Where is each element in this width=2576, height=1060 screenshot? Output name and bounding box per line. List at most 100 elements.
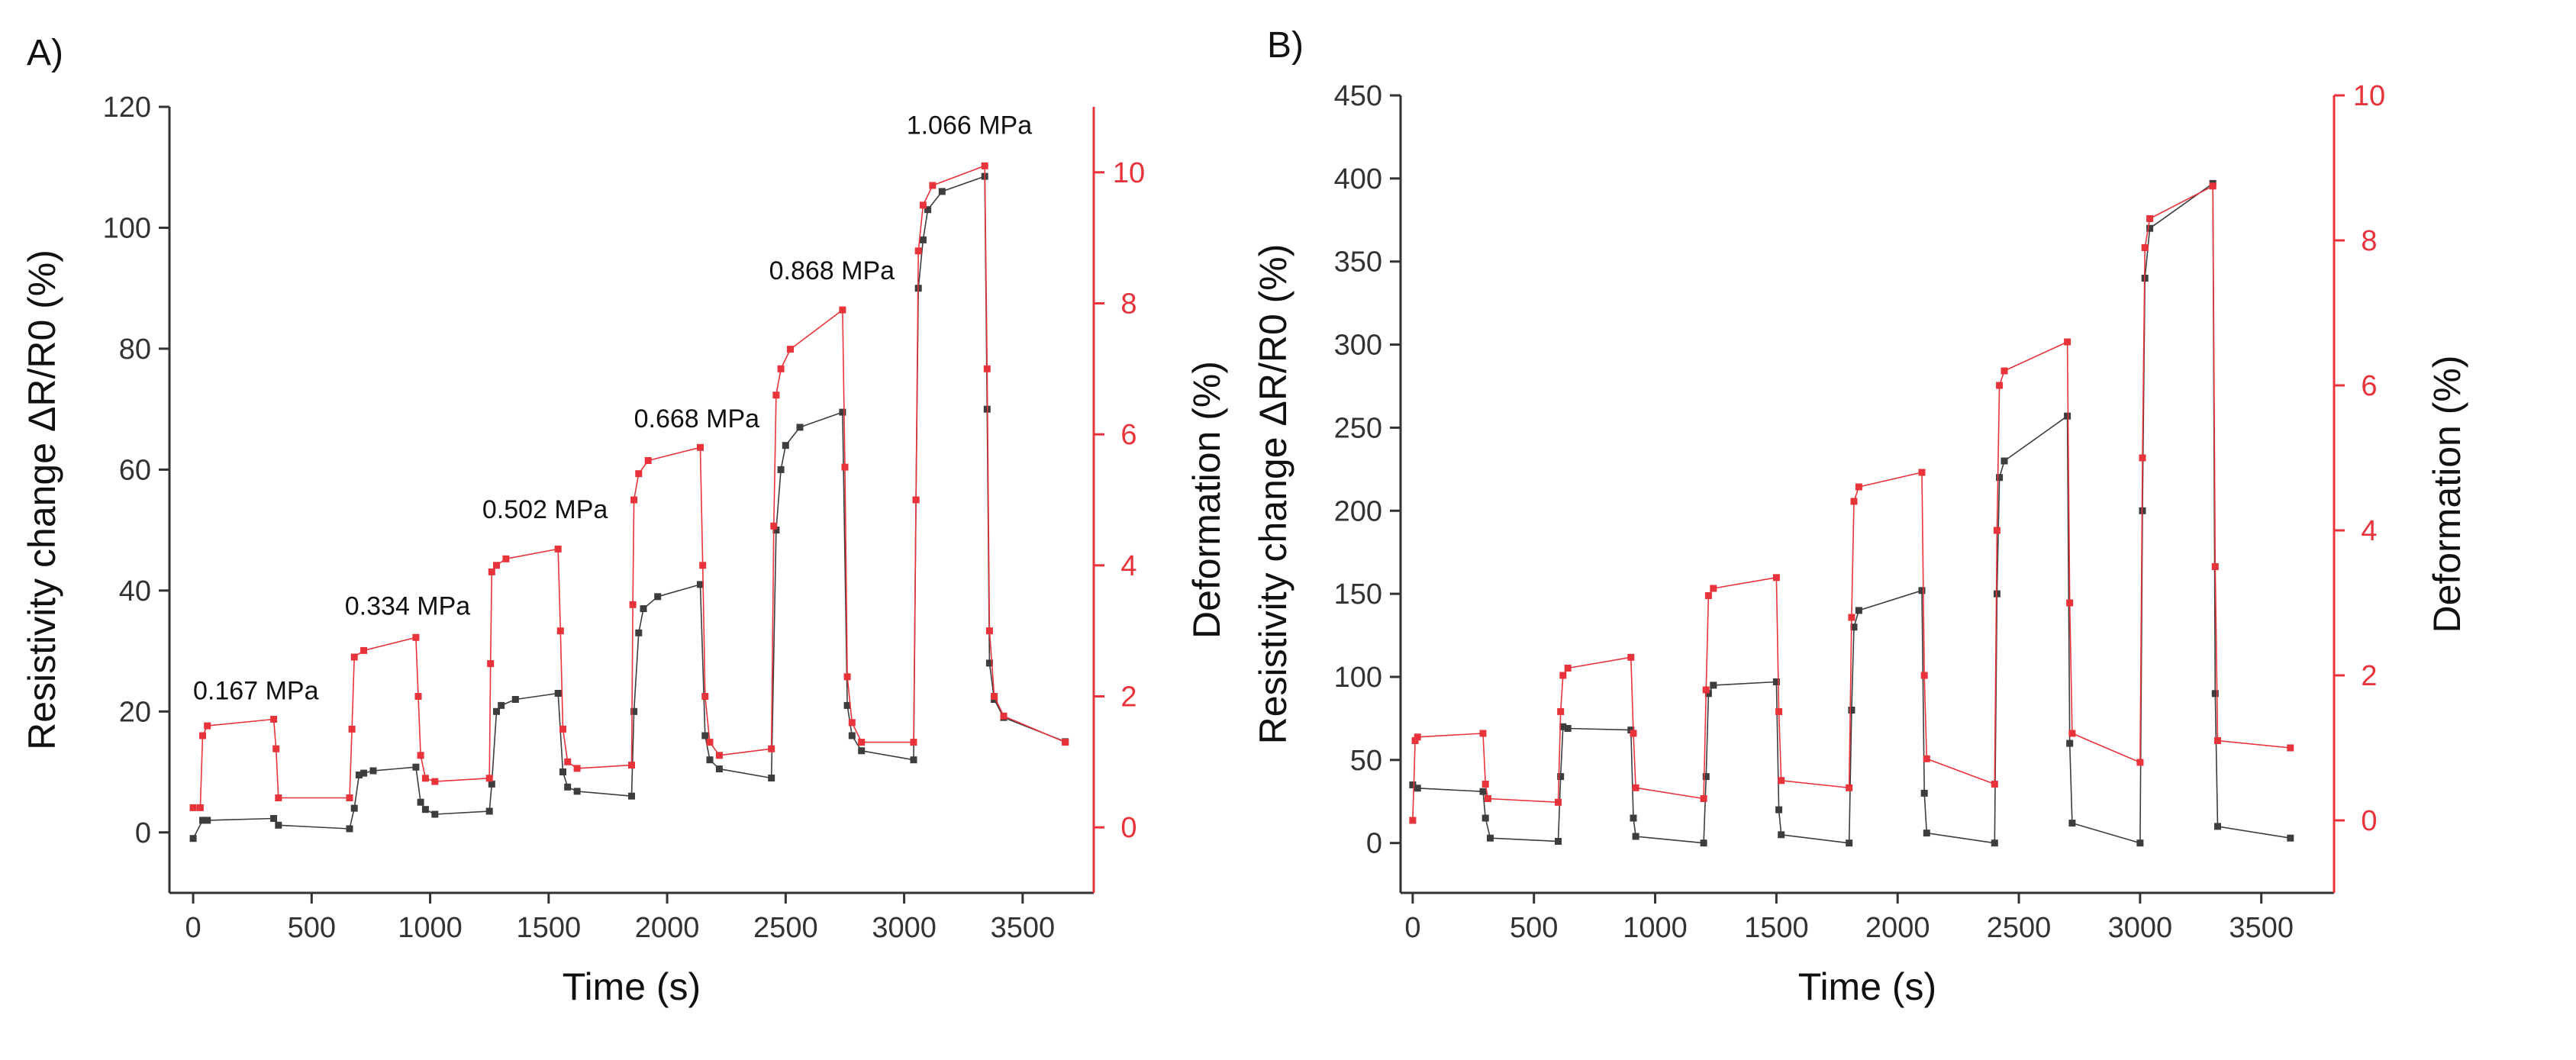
data-point: [189, 804, 197, 811]
data-point: [2139, 454, 2146, 462]
x-tick-label: 1000: [1623, 912, 1688, 944]
data-point: [1557, 773, 1565, 781]
data-point: [2001, 457, 2008, 465]
x-tick-label: 500: [288, 912, 336, 944]
data-point: [1481, 781, 1489, 788]
y-tick-label: 100: [1334, 662, 1382, 694]
data-point: [628, 792, 635, 800]
data-point: [1848, 614, 1855, 621]
data-point: [644, 457, 652, 464]
data-point: [1632, 784, 1639, 791]
data-point: [1627, 653, 1635, 661]
y-tick-label: 0: [135, 817, 151, 849]
y2-tick-label: 4: [2361, 515, 2377, 547]
data-point: [858, 747, 866, 755]
data-point: [1484, 795, 1491, 802]
data-point: [1409, 781, 1417, 788]
data-point: [629, 601, 637, 608]
data-point: [1557, 708, 1565, 715]
data-point: [1991, 781, 1998, 788]
data-point: [1918, 469, 1926, 476]
data-point: [2136, 839, 2144, 847]
data-point: [2001, 367, 2008, 375]
deformation-series: [1409, 182, 2294, 824]
data-point: [1704, 592, 1712, 599]
x-tick-label: 2000: [1865, 912, 1930, 944]
data-point: [1414, 785, 1421, 792]
data-point: [511, 696, 519, 703]
x-tick-label: 500: [1510, 912, 1558, 944]
data-point: [2066, 739, 2074, 747]
data-point: [981, 162, 988, 169]
data-point: [839, 408, 846, 416]
data-point: [768, 745, 775, 752]
data-point: [556, 627, 564, 635]
data-point: [1855, 607, 1862, 614]
data-point: [924, 206, 932, 214]
y2-tick-label: 0: [1120, 812, 1136, 844]
y-tick-label: 350: [1334, 246, 1382, 279]
pressure-annotation: 1.066 MPa: [907, 111, 1033, 140]
data-point: [772, 391, 780, 399]
data-point: [554, 690, 562, 697]
data-point: [1846, 784, 1853, 791]
data-point: [1411, 737, 1419, 744]
x-tick-label: 3500: [2229, 912, 2294, 944]
data-point: [417, 752, 424, 759]
y2-tick-label: 10: [1113, 157, 1145, 189]
data-point: [715, 765, 723, 773]
data-point: [421, 775, 429, 782]
panel-b: B)0 500 1000 1500 2000 2500 3000 35000501001502…: [1252, 25, 2468, 1008]
data-point: [369, 767, 377, 775]
data-point: [1479, 788, 1487, 795]
y-tick-label: 0: [1366, 828, 1382, 860]
data-point: [1846, 839, 1853, 847]
data-point: [1630, 730, 1637, 737]
data-point: [350, 653, 358, 661]
data-point: [2068, 820, 2076, 827]
data-point: [2068, 730, 2076, 737]
data-point: [1775, 708, 1783, 715]
data-point: [843, 673, 851, 681]
data-point: [1630, 814, 1637, 822]
y2-tick-label: 8: [2361, 225, 2377, 257]
data-point: [701, 732, 709, 739]
data-point: [848, 719, 856, 727]
x-tick-label: 0: [1404, 912, 1420, 944]
data-point: [991, 693, 998, 700]
x-tick-label: 2000: [635, 912, 700, 944]
panel-label: B): [1267, 25, 1304, 66]
data-point: [199, 732, 206, 739]
x-tick-label: 0: [185, 912, 201, 944]
data-point: [270, 815, 278, 822]
data-point: [487, 660, 495, 668]
data-point: [635, 629, 643, 636]
data-point: [1702, 773, 1710, 781]
data-point: [1559, 723, 1567, 730]
data-point: [1850, 623, 1858, 631]
y2-axis-title: Deformation (%): [2426, 356, 2468, 633]
series-line: [192, 176, 1066, 839]
data-point: [2287, 834, 2294, 842]
x-axis-title: Time (s): [563, 965, 701, 1008]
y2-tick-label: 4: [1120, 550, 1136, 582]
y-axis-title: Resistivity change ΔR/R0 (%): [21, 250, 63, 750]
data-point: [573, 765, 581, 772]
data-point: [346, 825, 353, 833]
y-tick-label: 200: [1334, 495, 1382, 527]
data-point: [554, 545, 562, 553]
data-point: [199, 817, 206, 824]
data-point: [697, 443, 704, 451]
data-point: [2214, 823, 2221, 830]
data-point: [417, 798, 424, 806]
data-point: [2287, 744, 2294, 752]
data-point: [630, 707, 638, 715]
data-point: [189, 835, 197, 843]
data-point: [2141, 244, 2149, 251]
data-point: [985, 627, 993, 635]
data-point: [2064, 412, 2071, 420]
data-point: [355, 772, 363, 778]
data-point: [1996, 474, 2004, 482]
data-point: [1555, 798, 1562, 806]
